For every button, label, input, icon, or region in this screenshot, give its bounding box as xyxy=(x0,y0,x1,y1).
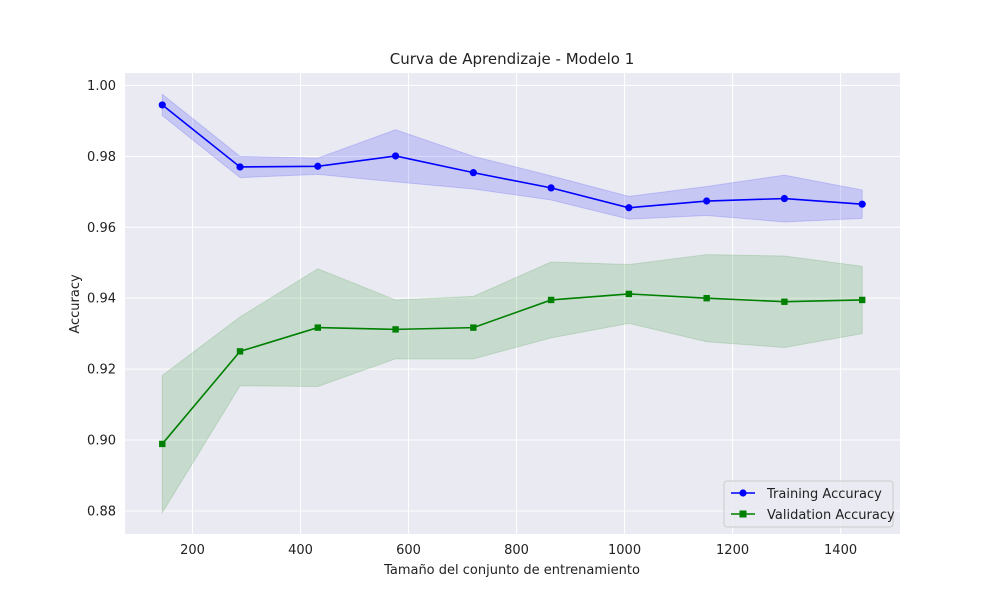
series-0-line xyxy=(161,104,863,209)
y-tick-label: 1.00 xyxy=(87,79,116,94)
legend-training-marker xyxy=(739,489,747,497)
legend-validation-marker xyxy=(739,510,747,518)
y-tick-label: 0.96 xyxy=(87,221,116,236)
y-axis-label: Accuracy xyxy=(68,274,83,334)
series-1-point xyxy=(470,324,477,331)
series-1-point xyxy=(236,348,244,355)
series-1-point xyxy=(703,294,710,302)
series-0-point xyxy=(469,169,477,177)
series-0-point xyxy=(703,197,711,205)
x-tick-label: 400 xyxy=(288,543,313,558)
series-1-point xyxy=(625,290,633,298)
confidence-bands xyxy=(161,93,863,515)
series-0-point xyxy=(314,162,322,170)
legend-validation-label: Validation Accuracy xyxy=(767,508,895,523)
x-tick-label: 1400 xyxy=(824,543,857,558)
x-tick-label: 200 xyxy=(180,543,205,558)
series-0-point xyxy=(547,184,555,192)
x-tick-label: 1200 xyxy=(716,543,749,558)
x-tick-label: 800 xyxy=(504,543,529,558)
series-1-line xyxy=(161,293,863,445)
y-tick-label: 0.94 xyxy=(87,292,116,307)
x-tick-label: 600 xyxy=(396,543,421,558)
series-0-point xyxy=(236,163,244,171)
y-tick-label: 0.98 xyxy=(87,150,116,165)
x-tick-label: 1000 xyxy=(608,543,641,558)
series-1-point xyxy=(392,326,399,333)
grid-lines xyxy=(125,73,900,534)
plot-area xyxy=(125,73,900,534)
series-0-point xyxy=(625,204,633,212)
series-lines xyxy=(161,104,863,445)
series-1-point xyxy=(159,440,166,448)
series-1-point xyxy=(781,298,788,305)
series-1-point xyxy=(314,324,322,331)
series-1-point xyxy=(547,296,555,304)
series-markers xyxy=(158,101,866,448)
chart-title: Curva de Aprendizaje - Modelo 1 xyxy=(390,50,634,68)
series-1-band xyxy=(161,254,863,515)
series-0-point xyxy=(391,152,400,160)
series-0-point xyxy=(858,200,866,208)
series-1-point xyxy=(858,296,866,304)
series-0-band xyxy=(161,93,863,223)
x-tick-labels: 200 400 600 800 1000 1200 1400 xyxy=(180,543,857,558)
legend-box xyxy=(723,480,894,528)
y-tick-label: 0.90 xyxy=(87,434,116,449)
x-axis-label: Tamaño del conjunto de entrenamiento xyxy=(383,563,640,578)
series-0-point xyxy=(158,101,166,109)
series-0-point xyxy=(780,194,789,203)
y-tick-labels: 0.88 0.90 0.92 0.94 0.96 0.98 1.00 xyxy=(87,79,116,520)
legend: Training Accuracy Validation Accuracy xyxy=(723,480,895,528)
legend-training-label: Training Accuracy xyxy=(766,487,882,502)
y-tick-label: 0.88 xyxy=(87,504,116,519)
y-tick-label: 0.92 xyxy=(87,363,116,378)
